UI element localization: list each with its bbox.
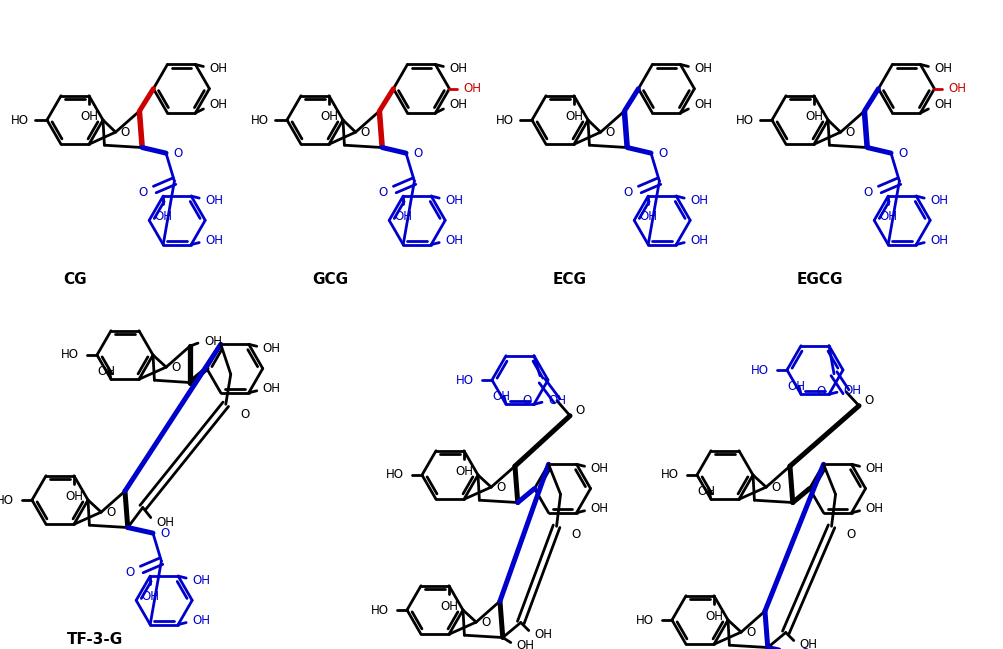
Text: O: O — [125, 566, 134, 579]
Text: O: O — [138, 186, 147, 199]
Text: O: O — [863, 186, 872, 199]
Text: O: O — [657, 147, 667, 160]
Text: O: O — [412, 147, 422, 160]
Text: O: O — [360, 126, 369, 139]
Text: OH: OH — [786, 380, 804, 393]
Text: HO: HO — [750, 363, 768, 376]
Text: OH: OH — [799, 638, 817, 649]
Text: OH: OH — [689, 234, 707, 247]
Text: OH: OH — [689, 193, 707, 206]
Text: OH: OH — [210, 99, 227, 112]
Text: OH: OH — [454, 465, 472, 478]
Text: ECG: ECG — [553, 273, 587, 288]
Text: HO: HO — [0, 493, 14, 506]
Text: O: O — [745, 626, 754, 639]
Text: O: O — [159, 526, 170, 539]
Text: O: O — [120, 126, 129, 139]
Text: OH: OH — [97, 365, 115, 378]
Text: HO: HO — [11, 114, 29, 127]
Text: OH: OH — [879, 210, 897, 223]
Text: OH: OH — [141, 590, 159, 603]
Text: OH: OH — [590, 462, 608, 475]
Text: EGCG: EGCG — [796, 273, 843, 288]
Text: OH: OH — [444, 193, 462, 206]
Text: OH: OH — [263, 342, 281, 355]
Text: OH: OH — [704, 610, 722, 623]
Text: OH: OH — [934, 99, 952, 112]
Text: OH: OH — [439, 600, 457, 613]
Text: OH: OH — [696, 485, 714, 498]
Text: OH: OH — [263, 382, 281, 395]
Text: OH: OH — [192, 614, 210, 627]
Text: O: O — [815, 386, 825, 398]
Text: CG: CG — [63, 273, 86, 288]
Text: OH: OH — [205, 193, 223, 206]
Text: OH: OH — [548, 394, 566, 407]
Text: OH: OH — [192, 574, 210, 587]
Text: OH: OH — [694, 62, 712, 75]
Text: O: O — [623, 186, 632, 199]
Text: OH: OH — [694, 99, 712, 112]
Text: OH: OH — [865, 462, 883, 475]
Text: OH: OH — [865, 502, 883, 515]
Text: O: O — [171, 361, 181, 374]
Text: OH: OH — [156, 516, 175, 529]
Text: O: O — [846, 528, 855, 541]
Text: HO: HO — [61, 349, 79, 361]
Text: OH: OH — [449, 62, 467, 75]
Text: HO: HO — [495, 114, 514, 127]
Text: OH: OH — [843, 384, 861, 397]
Text: O: O — [571, 528, 580, 541]
Text: O: O — [799, 646, 808, 649]
Text: TF-3-G: TF-3-G — [67, 633, 123, 648]
Text: HO: HO — [371, 604, 388, 617]
Text: OH: OH — [565, 110, 583, 123]
Text: O: O — [523, 394, 532, 408]
Text: GCG: GCG — [312, 273, 348, 288]
Text: OH: OH — [934, 62, 952, 75]
Text: O: O — [106, 506, 115, 519]
Text: O: O — [864, 394, 873, 408]
Text: OH: OH — [320, 110, 338, 123]
Text: OH: OH — [639, 210, 657, 223]
Text: O: O — [770, 481, 779, 494]
Text: O: O — [605, 126, 614, 139]
Text: OH: OH — [517, 639, 535, 649]
Text: OH: OH — [154, 210, 173, 223]
Text: OH: OH — [929, 193, 947, 206]
Text: O: O — [845, 126, 854, 139]
Text: OH: OH — [804, 110, 822, 123]
Text: OH: OH — [394, 210, 412, 223]
Text: OH: OH — [929, 234, 947, 247]
Text: O: O — [575, 404, 584, 417]
Text: OH: OH — [449, 99, 467, 112]
Text: OH: OH — [535, 628, 553, 641]
Text: OH: OH — [210, 62, 227, 75]
Text: OH: OH — [204, 335, 222, 348]
Text: OH: OH — [444, 234, 462, 247]
Text: O: O — [241, 408, 250, 421]
Text: HO: HO — [455, 374, 473, 387]
Text: OH: OH — [80, 110, 98, 123]
Text: HO: HO — [735, 114, 753, 127]
Text: OH: OH — [491, 390, 510, 403]
Text: HO: HO — [660, 469, 678, 482]
Text: O: O — [480, 616, 489, 629]
Text: HO: HO — [635, 613, 653, 626]
Text: HO: HO — [385, 469, 403, 482]
Text: O: O — [173, 147, 183, 160]
Text: O: O — [495, 481, 505, 494]
Text: OH: OH — [65, 490, 83, 503]
Text: OH: OH — [590, 502, 608, 515]
Text: OH: OH — [205, 234, 223, 247]
Text: OH: OH — [463, 82, 480, 95]
Text: HO: HO — [251, 114, 269, 127]
Text: O: O — [897, 147, 907, 160]
Text: O: O — [378, 186, 387, 199]
Text: OH: OH — [948, 82, 966, 95]
